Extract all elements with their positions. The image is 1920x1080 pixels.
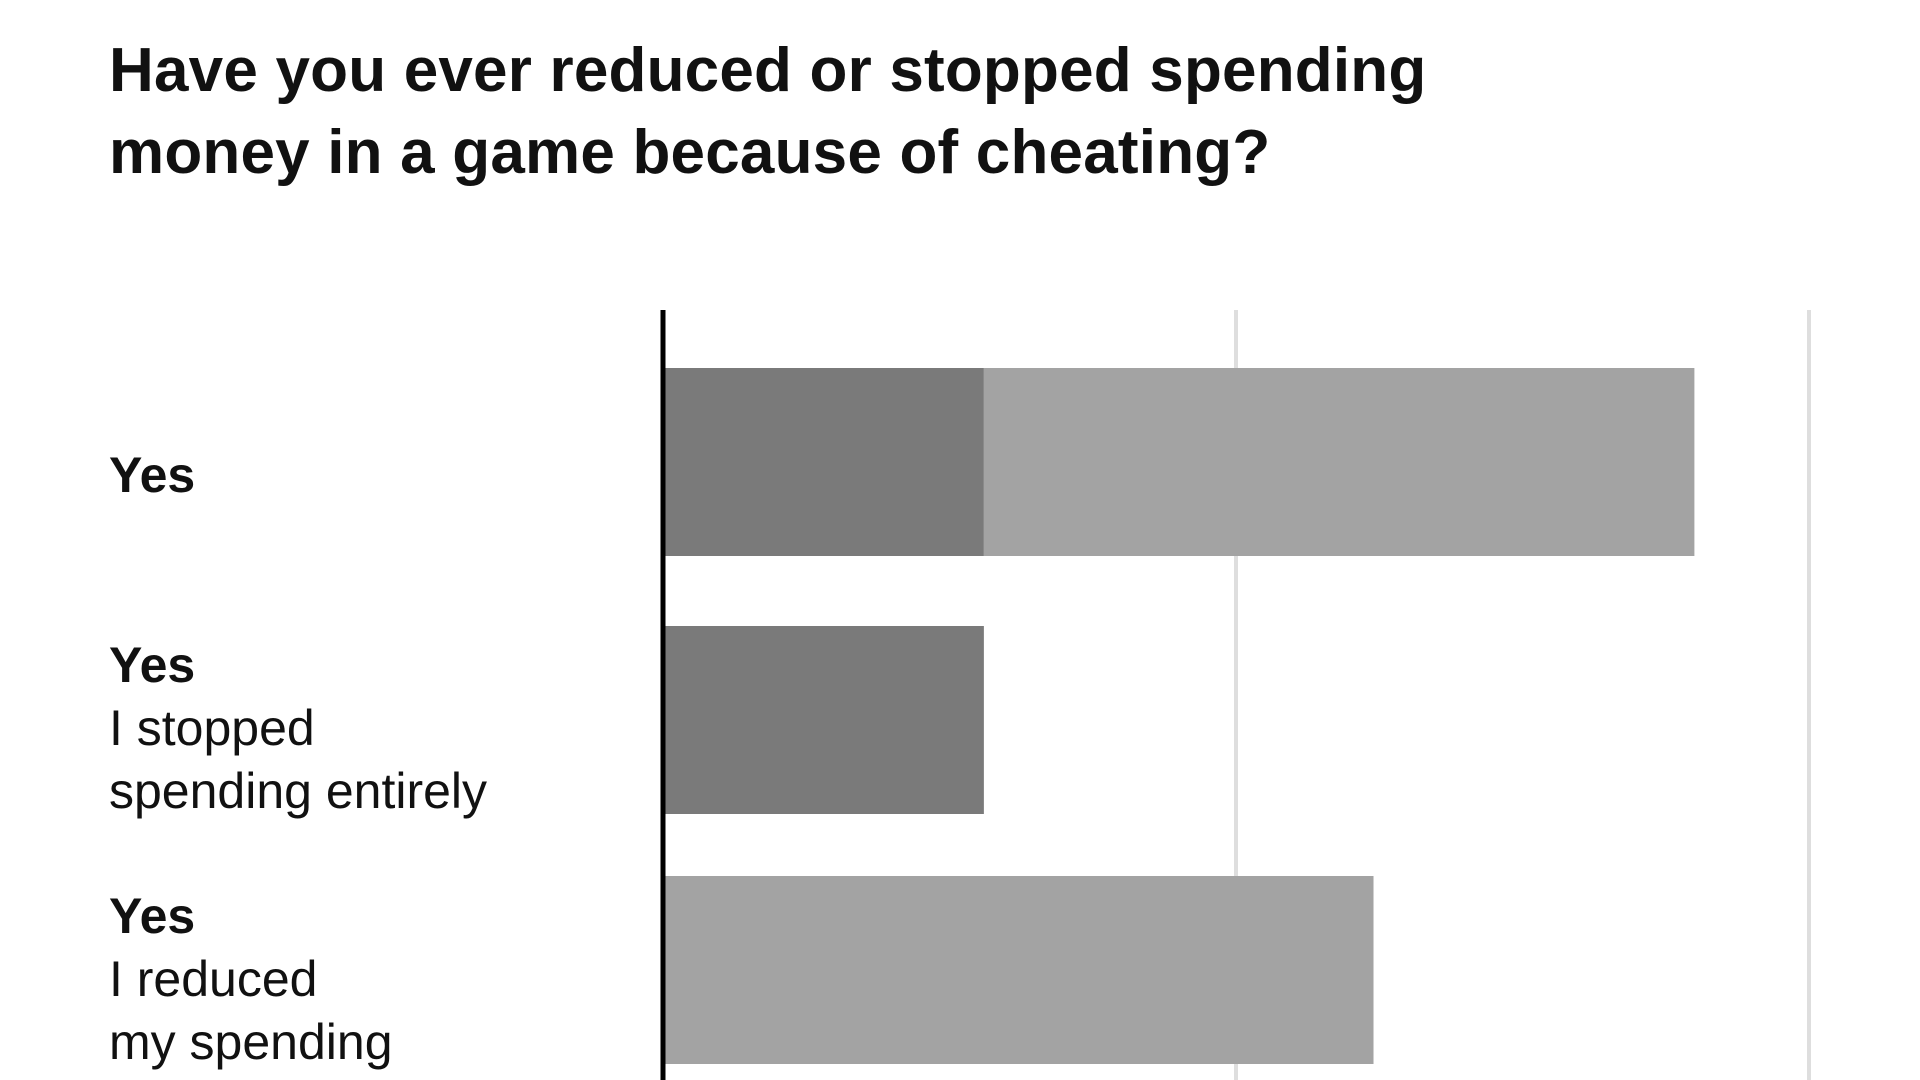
chart-title-line-2: money in a game because of cheating? bbox=[109, 118, 1271, 187]
category-label-stopped: Yes I stopped spending entirely bbox=[109, 634, 629, 823]
category-label-stopped-detail-2: spending entirely bbox=[109, 763, 488, 819]
category-label-yes-lead: Yes bbox=[109, 447, 196, 503]
category-label-stopped-lead: Yes bbox=[109, 637, 196, 693]
bar-1-segment-2 bbox=[983, 368, 1695, 556]
bar-1-segment-1 bbox=[663, 368, 984, 556]
bar-3-segment-2 bbox=[663, 876, 1374, 1064]
category-label-yes: Yes bbox=[109, 444, 629, 507]
chart-title: Have you ever reduced or stopped spendin… bbox=[109, 30, 1709, 194]
chart-title-line-1: Have you ever reduced or stopped spendin… bbox=[109, 36, 1427, 105]
category-label-reduced-detail-1: I reduced bbox=[109, 951, 318, 1007]
category-label-stopped-detail-1: I stopped bbox=[109, 700, 315, 756]
category-label-reduced-lead: Yes bbox=[109, 888, 196, 944]
bar-2-segment-1 bbox=[663, 626, 984, 814]
category-label-reduced-detail-2: my spending bbox=[109, 1014, 393, 1070]
category-label-reduced: Yes I reduced my spending bbox=[109, 885, 629, 1074]
